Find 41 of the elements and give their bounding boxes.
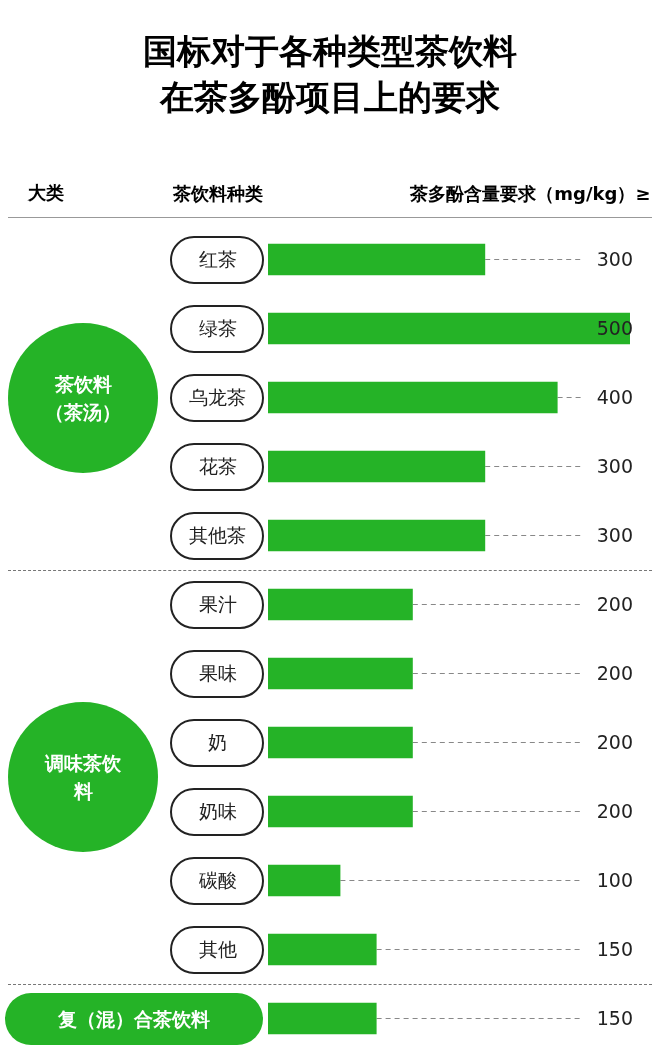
data-label: 300	[596, 523, 633, 546]
data-label: 100	[596, 868, 633, 891]
y-axis-title: 茶饮料种类	[171, 182, 263, 204]
y-tick-label: 红茶	[198, 247, 237, 270]
bar	[268, 312, 630, 345]
bar	[268, 519, 486, 552]
bar	[268, 588, 413, 621]
y-tick-label: 奶味	[198, 799, 237, 822]
x-axis-title: 茶多酚含量要求（mg/kg）≥	[409, 182, 651, 204]
y-tick-label: 碳酸	[197, 868, 237, 891]
bar	[268, 450, 486, 483]
bar	[268, 933, 377, 966]
text: 大类	[28, 181, 64, 205]
data-label: 400	[596, 385, 633, 408]
y-tick-label: 其他茶	[189, 523, 246, 546]
bar	[268, 726, 413, 759]
bar	[268, 243, 486, 276]
y-tick-label: 奶	[208, 730, 227, 753]
data-label: 300	[596, 247, 633, 270]
y-tick-label: 其他	[198, 937, 237, 960]
bar	[268, 864, 341, 897]
y-tick-label: 果味	[198, 661, 237, 684]
bar	[268, 381, 558, 414]
y-tick-label: 果汁	[198, 592, 237, 615]
text: 调味茶饮料	[43, 751, 122, 804]
y-tick-label: 绿茶	[198, 316, 237, 339]
chart-title: 国标对于各种类型茶饮料在茶多酚项目上的要求	[142, 30, 518, 119]
data-label: 150	[596, 1006, 633, 1029]
data-label: 300	[596, 454, 633, 477]
data-label: 200	[596, 799, 633, 822]
text: 复（混）合茶饮料	[5, 992, 263, 1045]
bar	[268, 795, 413, 828]
data-label: 200	[596, 730, 633, 753]
y-tick-label: 花茶	[198, 454, 237, 477]
data-label: 150	[596, 937, 633, 960]
y-tick-label: 乌龙茶	[189, 385, 246, 408]
data-label: 200	[596, 661, 633, 684]
bar	[268, 1002, 377, 1035]
data-label: 200	[596, 592, 633, 615]
bar	[268, 657, 413, 690]
text: 茶饮料（茶汤）	[44, 371, 122, 425]
